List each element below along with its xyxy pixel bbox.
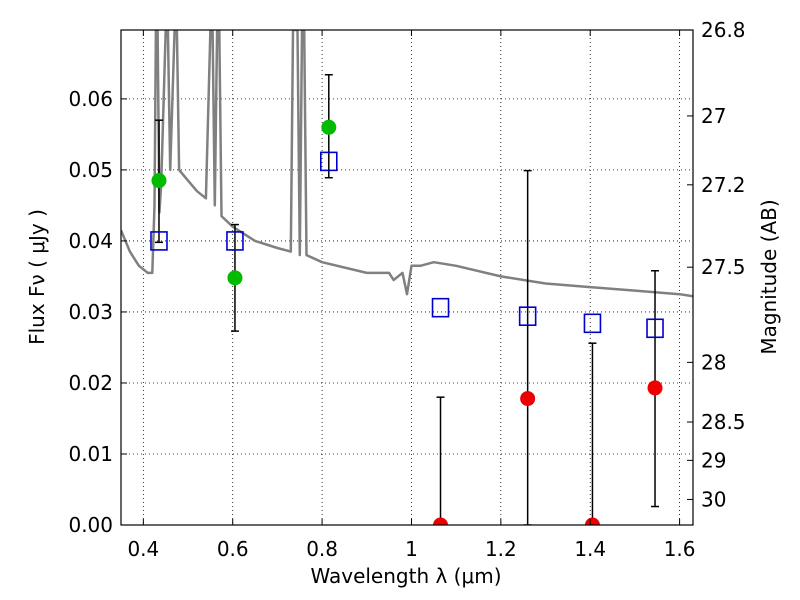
axis-ticks: 0.4 0.6 0.8 1 1.2 1.4 1.6 0.00 0.01 0.02 0.03 0.04 0… <box>68 18 745 561</box>
nondetection-marker <box>520 391 536 407</box>
model-square-marker <box>518 306 537 327</box>
right-tick-label: 27.5 <box>701 255 746 279</box>
spectrum-line <box>121 30 693 298</box>
right-tick-label: 26.8 <box>701 18 746 42</box>
detection-marker <box>321 119 337 135</box>
x-tick-label: 1.4 <box>574 537 606 561</box>
right-axis-title: Magnitude (AB) <box>757 199 781 354</box>
x-tick-label: 0.6 <box>217 537 249 561</box>
nondetection-marker <box>647 380 663 396</box>
y-tick-label: 0.01 <box>68 442 113 466</box>
model-square-marker <box>583 313 602 334</box>
y-tick-label: 0.00 <box>68 513 113 537</box>
nondetection-marker <box>433 517 449 525</box>
right-tick-label: 28.5 <box>701 410 746 434</box>
x-tick-label: 1.2 <box>485 537 517 561</box>
nondetection-marker <box>584 517 600 525</box>
y-tick-label: 0.05 <box>68 158 113 182</box>
y-axis-title: Flux Fν ( μJy ) <box>25 209 49 345</box>
detection-marker <box>151 173 167 189</box>
y-tick-label: 0.04 <box>68 229 113 253</box>
right-tick-label: 27 <box>701 104 726 128</box>
right-tick-label: 30 <box>701 487 726 511</box>
x-tick-label: 1.6 <box>664 537 696 561</box>
x-tick-label: 0.8 <box>306 537 338 561</box>
plot-area <box>121 30 693 525</box>
x-tick-label: 0.4 <box>127 537 159 561</box>
y-tick-label: 0.03 <box>68 300 113 324</box>
y-tick-label: 0.02 <box>68 371 113 395</box>
model-square-marker <box>319 151 338 172</box>
x-tick-label: 1 <box>405 537 418 561</box>
model-square-marker <box>431 297 450 318</box>
detection-marker <box>227 270 243 286</box>
right-tick-label: 28 <box>701 350 726 374</box>
y-tick-label: 0.06 <box>68 87 113 111</box>
right-tick-label: 27.2 <box>701 173 746 197</box>
model-square-marker <box>226 231 244 251</box>
model-square-marker <box>646 318 664 339</box>
right-tick-label: 29 <box>701 448 726 472</box>
plot-frame <box>120 29 694 526</box>
model-square-marker <box>150 231 168 251</box>
x-axis-title: Wavelength λ (μm) <box>310 564 501 588</box>
